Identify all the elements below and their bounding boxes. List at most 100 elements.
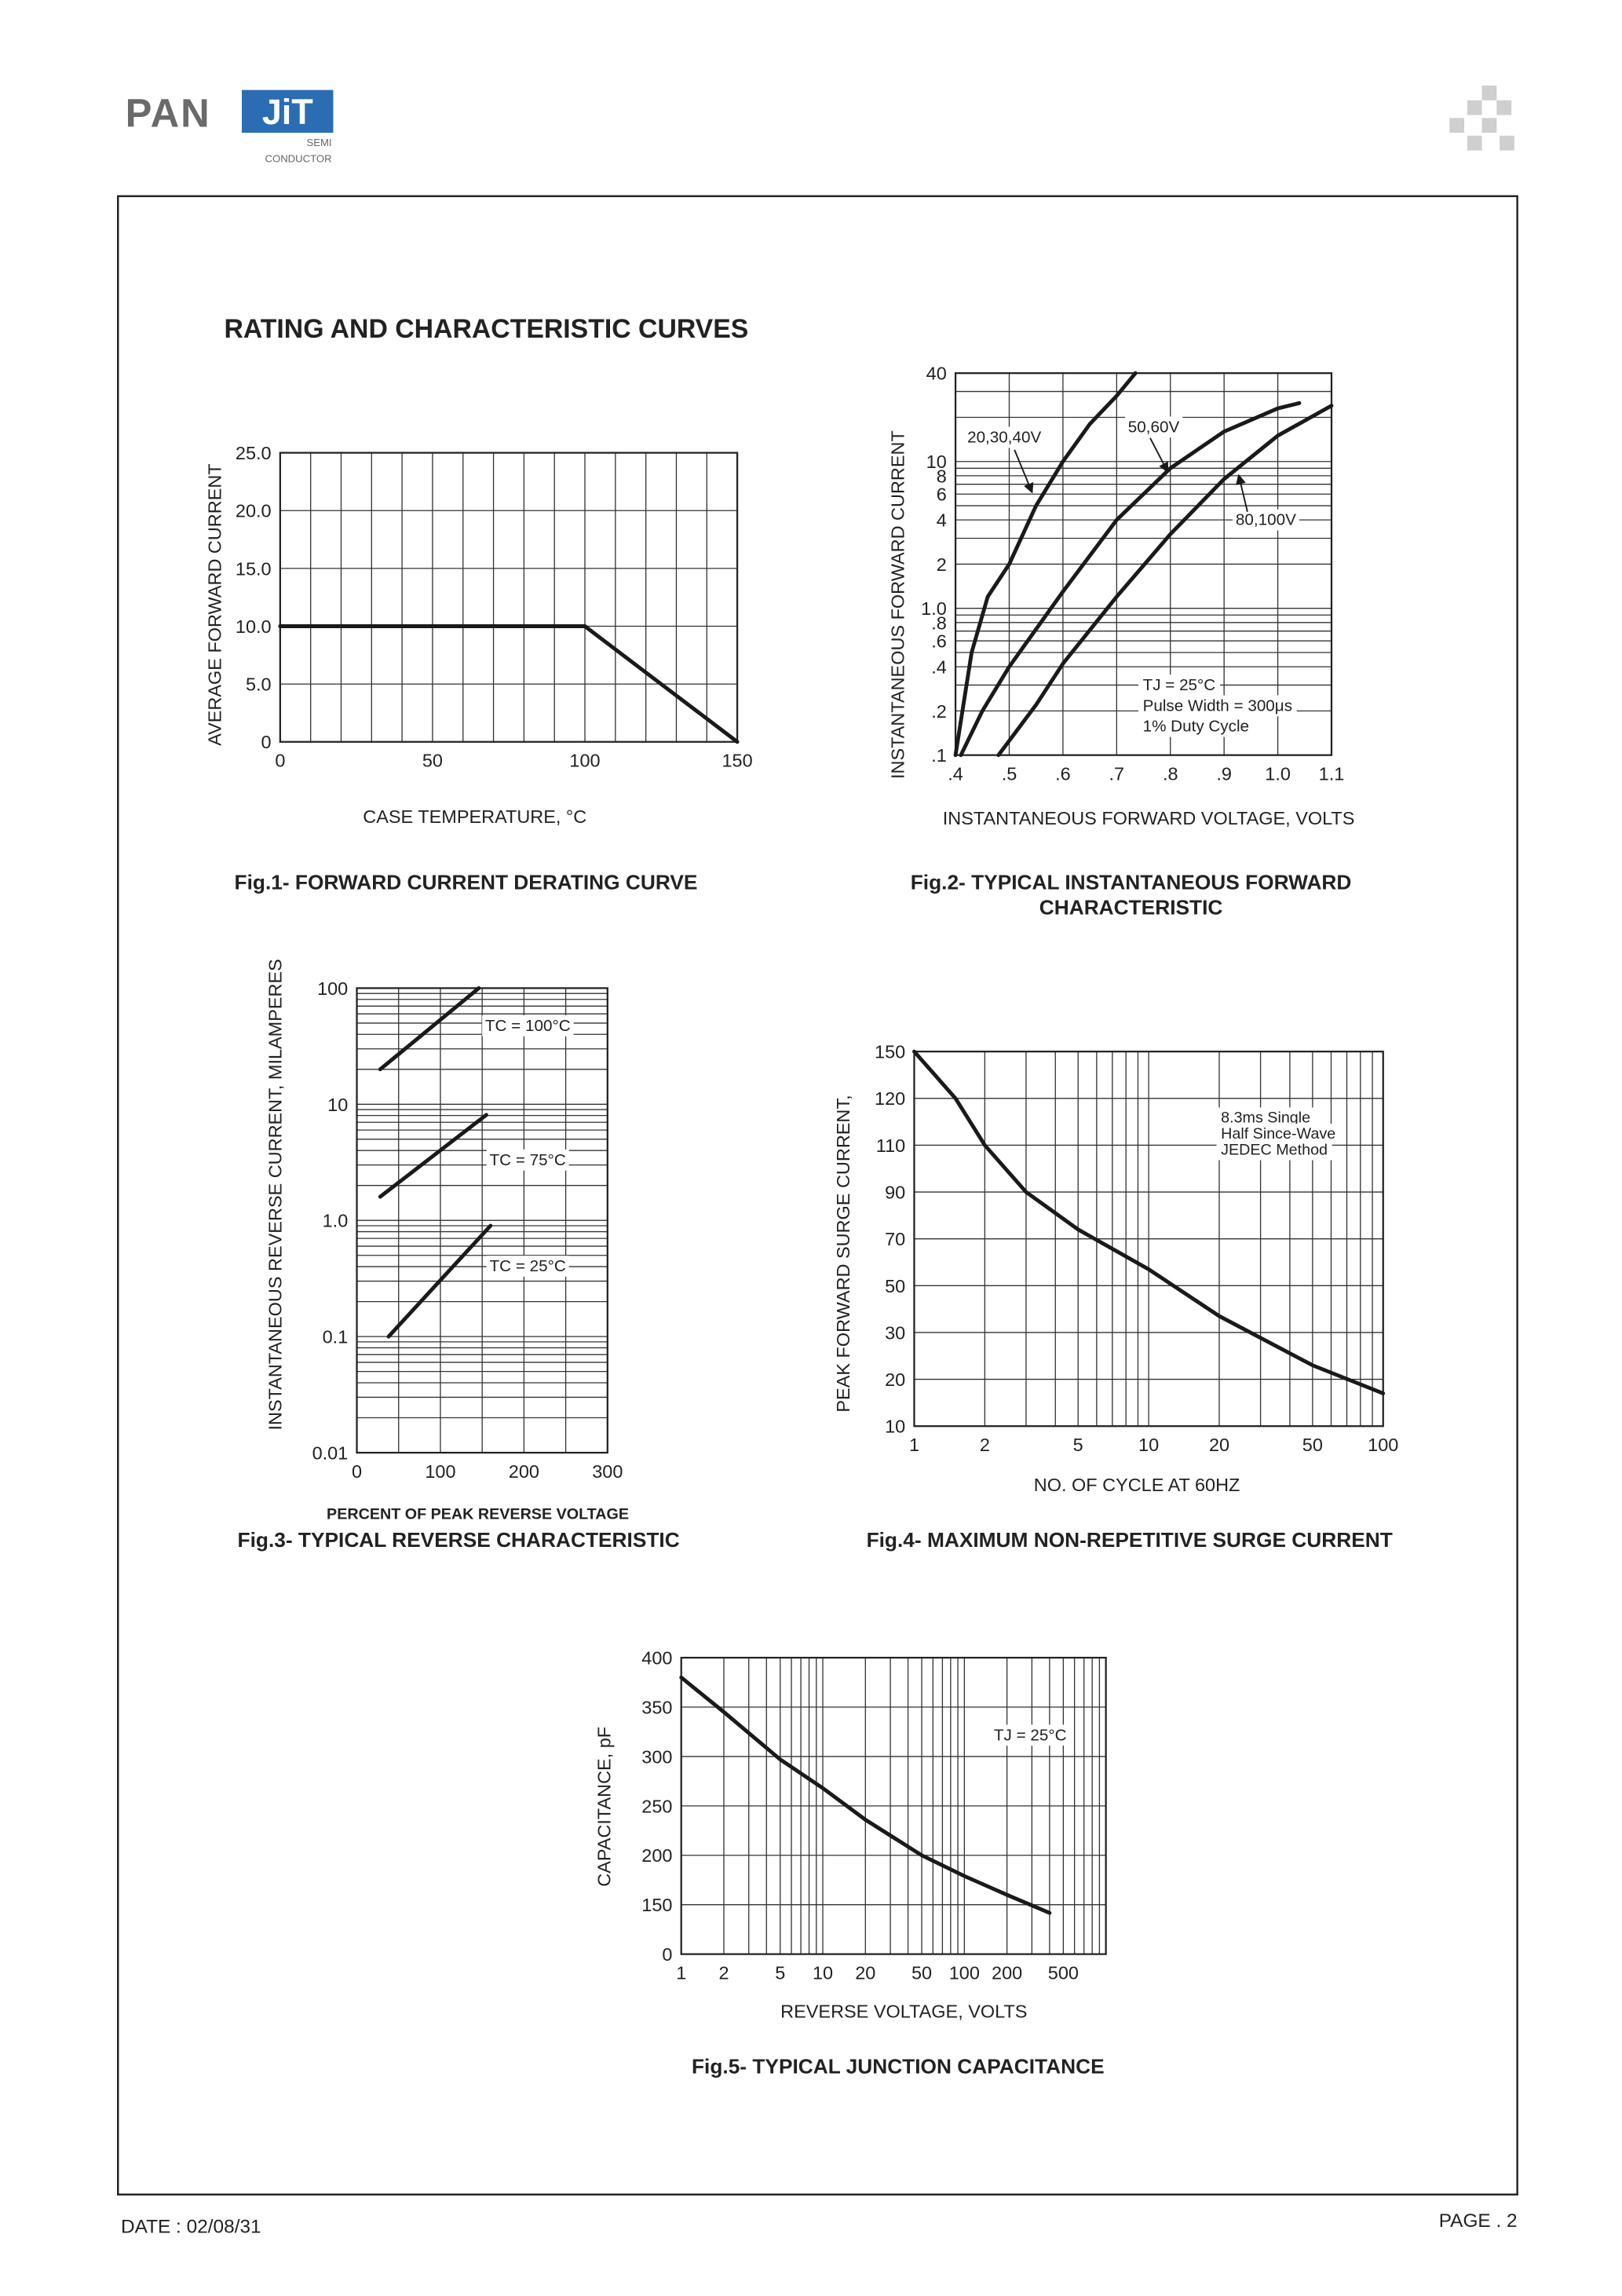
y-tick-label: 110	[876, 1135, 905, 1156]
label-bg	[1138, 695, 1297, 717]
y-tick-label: .8	[931, 612, 947, 633]
x-axis-label: PERCENT OF PEAK REVERSE VOLTAGE	[327, 1506, 629, 1523]
y-tick-label: 0.1	[323, 1327, 349, 1347]
y-tick-label: 90	[885, 1183, 905, 1203]
annotation: Pulse Width = 300μs	[1143, 696, 1292, 715]
y-tick-label: .1	[931, 745, 947, 766]
pointer-arrow	[1236, 473, 1248, 512]
x-tick-label: 2	[980, 1435, 990, 1455]
page-frame	[117, 195, 1518, 2195]
x-tick-label: 200	[992, 1963, 1022, 1983]
y-tick-label: 10	[327, 1095, 348, 1115]
logo-text: PAN	[126, 91, 211, 136]
y-tick-label: 100	[317, 978, 348, 999]
y-tick-label: 2	[937, 554, 947, 575]
x-tick-label: 500	[1048, 1963, 1079, 1983]
y-tick-label: .2	[931, 701, 947, 722]
series-label: TC = 75°C	[490, 1151, 566, 1169]
curve	[996, 404, 1334, 758]
y-tick-label: 150	[875, 1042, 905, 1062]
x-tick-label: 20	[855, 1963, 875, 1983]
corner-pattern	[1449, 85, 1514, 151]
label-bg	[486, 1149, 569, 1171]
plot-frame	[279, 452, 739, 743]
x-tick-label: 5	[1073, 1435, 1083, 1455]
x-tick-label: .9	[1216, 764, 1232, 784]
y-tick-label: .6	[931, 631, 947, 652]
x-tick-label: 10	[813, 1963, 833, 1983]
y-axis-label: INSTANTANEOUS REVERSE CURRENT, MILAMPERE…	[265, 959, 286, 1430]
x-tick-label: 1	[909, 1435, 919, 1455]
x-tick-label: .8	[1163, 764, 1178, 784]
annotation: 8.3ms Single	[1221, 1109, 1310, 1126]
curve	[278, 624, 740, 744]
y-tick-label: 10	[885, 1417, 905, 1437]
x-tick-label: 10	[1138, 1435, 1159, 1455]
x-tick-label: 0	[352, 1461, 362, 1482]
label-bg	[1125, 416, 1183, 438]
y-tick-label: 20	[885, 1369, 905, 1390]
curve	[386, 1223, 493, 1339]
y-tick-label: 200	[641, 1845, 672, 1866]
label-bg	[1138, 715, 1254, 737]
series-label: 20,30,40V	[967, 428, 1041, 446]
y-tick-label: 120	[875, 1088, 905, 1109]
x-tick-label: .4	[948, 764, 963, 784]
x-tick-label: 0	[275, 751, 285, 771]
footer-page: PAGE . 2	[1439, 2210, 1518, 2232]
logo-sub: CONDUCTOR	[265, 153, 332, 165]
chart-title: Fig.3- TYPICAL REVERSE CHARACTERISTIC	[238, 1528, 680, 1552]
y-tick-label: 25.0	[236, 443, 272, 463]
x-tick-label: 50	[422, 751, 443, 771]
y-tick-label: 4	[937, 510, 947, 531]
y-axis-label: INSTANTANEOUS FORWARD CURRENT	[887, 430, 908, 779]
y-tick-label: 10.0	[236, 616, 272, 637]
x-tick-label: 100	[569, 751, 600, 771]
y-axis-label: PEAK FORWARD SURGE CURRENT,	[833, 1095, 853, 1412]
y-tick-label: 30	[885, 1322, 905, 1343]
plot-frame	[913, 1051, 1384, 1428]
x-axis-label: NO. OF CYCLE AT 60HZ	[1034, 1475, 1240, 1495]
footer-date: DATE : 02/08/31	[121, 2217, 261, 2238]
plot-frame	[356, 987, 608, 1454]
x-tick-label: 5	[775, 1963, 785, 1983]
curve	[959, 400, 1302, 758]
series-label: TC = 25°C	[490, 1257, 566, 1275]
label-bg	[1216, 1139, 1332, 1161]
curve	[953, 371, 1138, 758]
x-tick-label: .5	[1002, 764, 1017, 784]
plot-frame	[680, 1656, 1107, 1955]
y-tick-label: 50	[885, 1276, 905, 1296]
y-tick-label: 1.0	[921, 598, 947, 619]
y-tick-label: 400	[641, 1648, 672, 1669]
x-tick-label: .6	[1055, 764, 1071, 784]
curve	[679, 1675, 1052, 1915]
series-label: 80,100V	[1236, 511, 1296, 529]
annotation: Half Since-Wave	[1221, 1125, 1335, 1143]
y-tick-label: 0	[662, 1944, 672, 1965]
y-tick-label: 0	[261, 732, 272, 752]
x-tick-label: .7	[1109, 764, 1125, 784]
y-tick-label: 70	[885, 1229, 905, 1249]
x-tick-label: 100	[949, 1963, 980, 1983]
y-axis-label: AVERAGE FORWARD CURRENT	[205, 463, 225, 745]
chart-title: CHARACTERISTIC	[1039, 895, 1223, 919]
y-tick-label: 6	[937, 484, 947, 505]
y-tick-label: 0.01	[312, 1442, 349, 1463]
plot-frame	[954, 372, 1333, 756]
x-axis-label: CASE TEMPERATURE, °C	[363, 806, 586, 827]
x-tick-label: 100	[425, 1461, 455, 1482]
y-tick-label: 1.0	[323, 1211, 349, 1231]
chart-title: Fig.1- FORWARD CURRENT DERATING CURVE	[235, 871, 698, 894]
annotation: TJ = 25°C	[994, 1726, 1067, 1744]
label-bg	[964, 426, 1045, 448]
series-label: 50,60V	[1128, 418, 1180, 436]
series-label: TC = 100°C	[485, 1017, 571, 1035]
logo-badge-bg	[242, 90, 334, 133]
curve	[912, 1049, 1386, 1395]
y-tick-label: 40	[926, 364, 947, 384]
x-tick-label: 2	[718, 1963, 729, 1983]
y-tick-label: 350	[641, 1697, 672, 1717]
annotation: 1% Duty Cycle	[1143, 718, 1249, 736]
